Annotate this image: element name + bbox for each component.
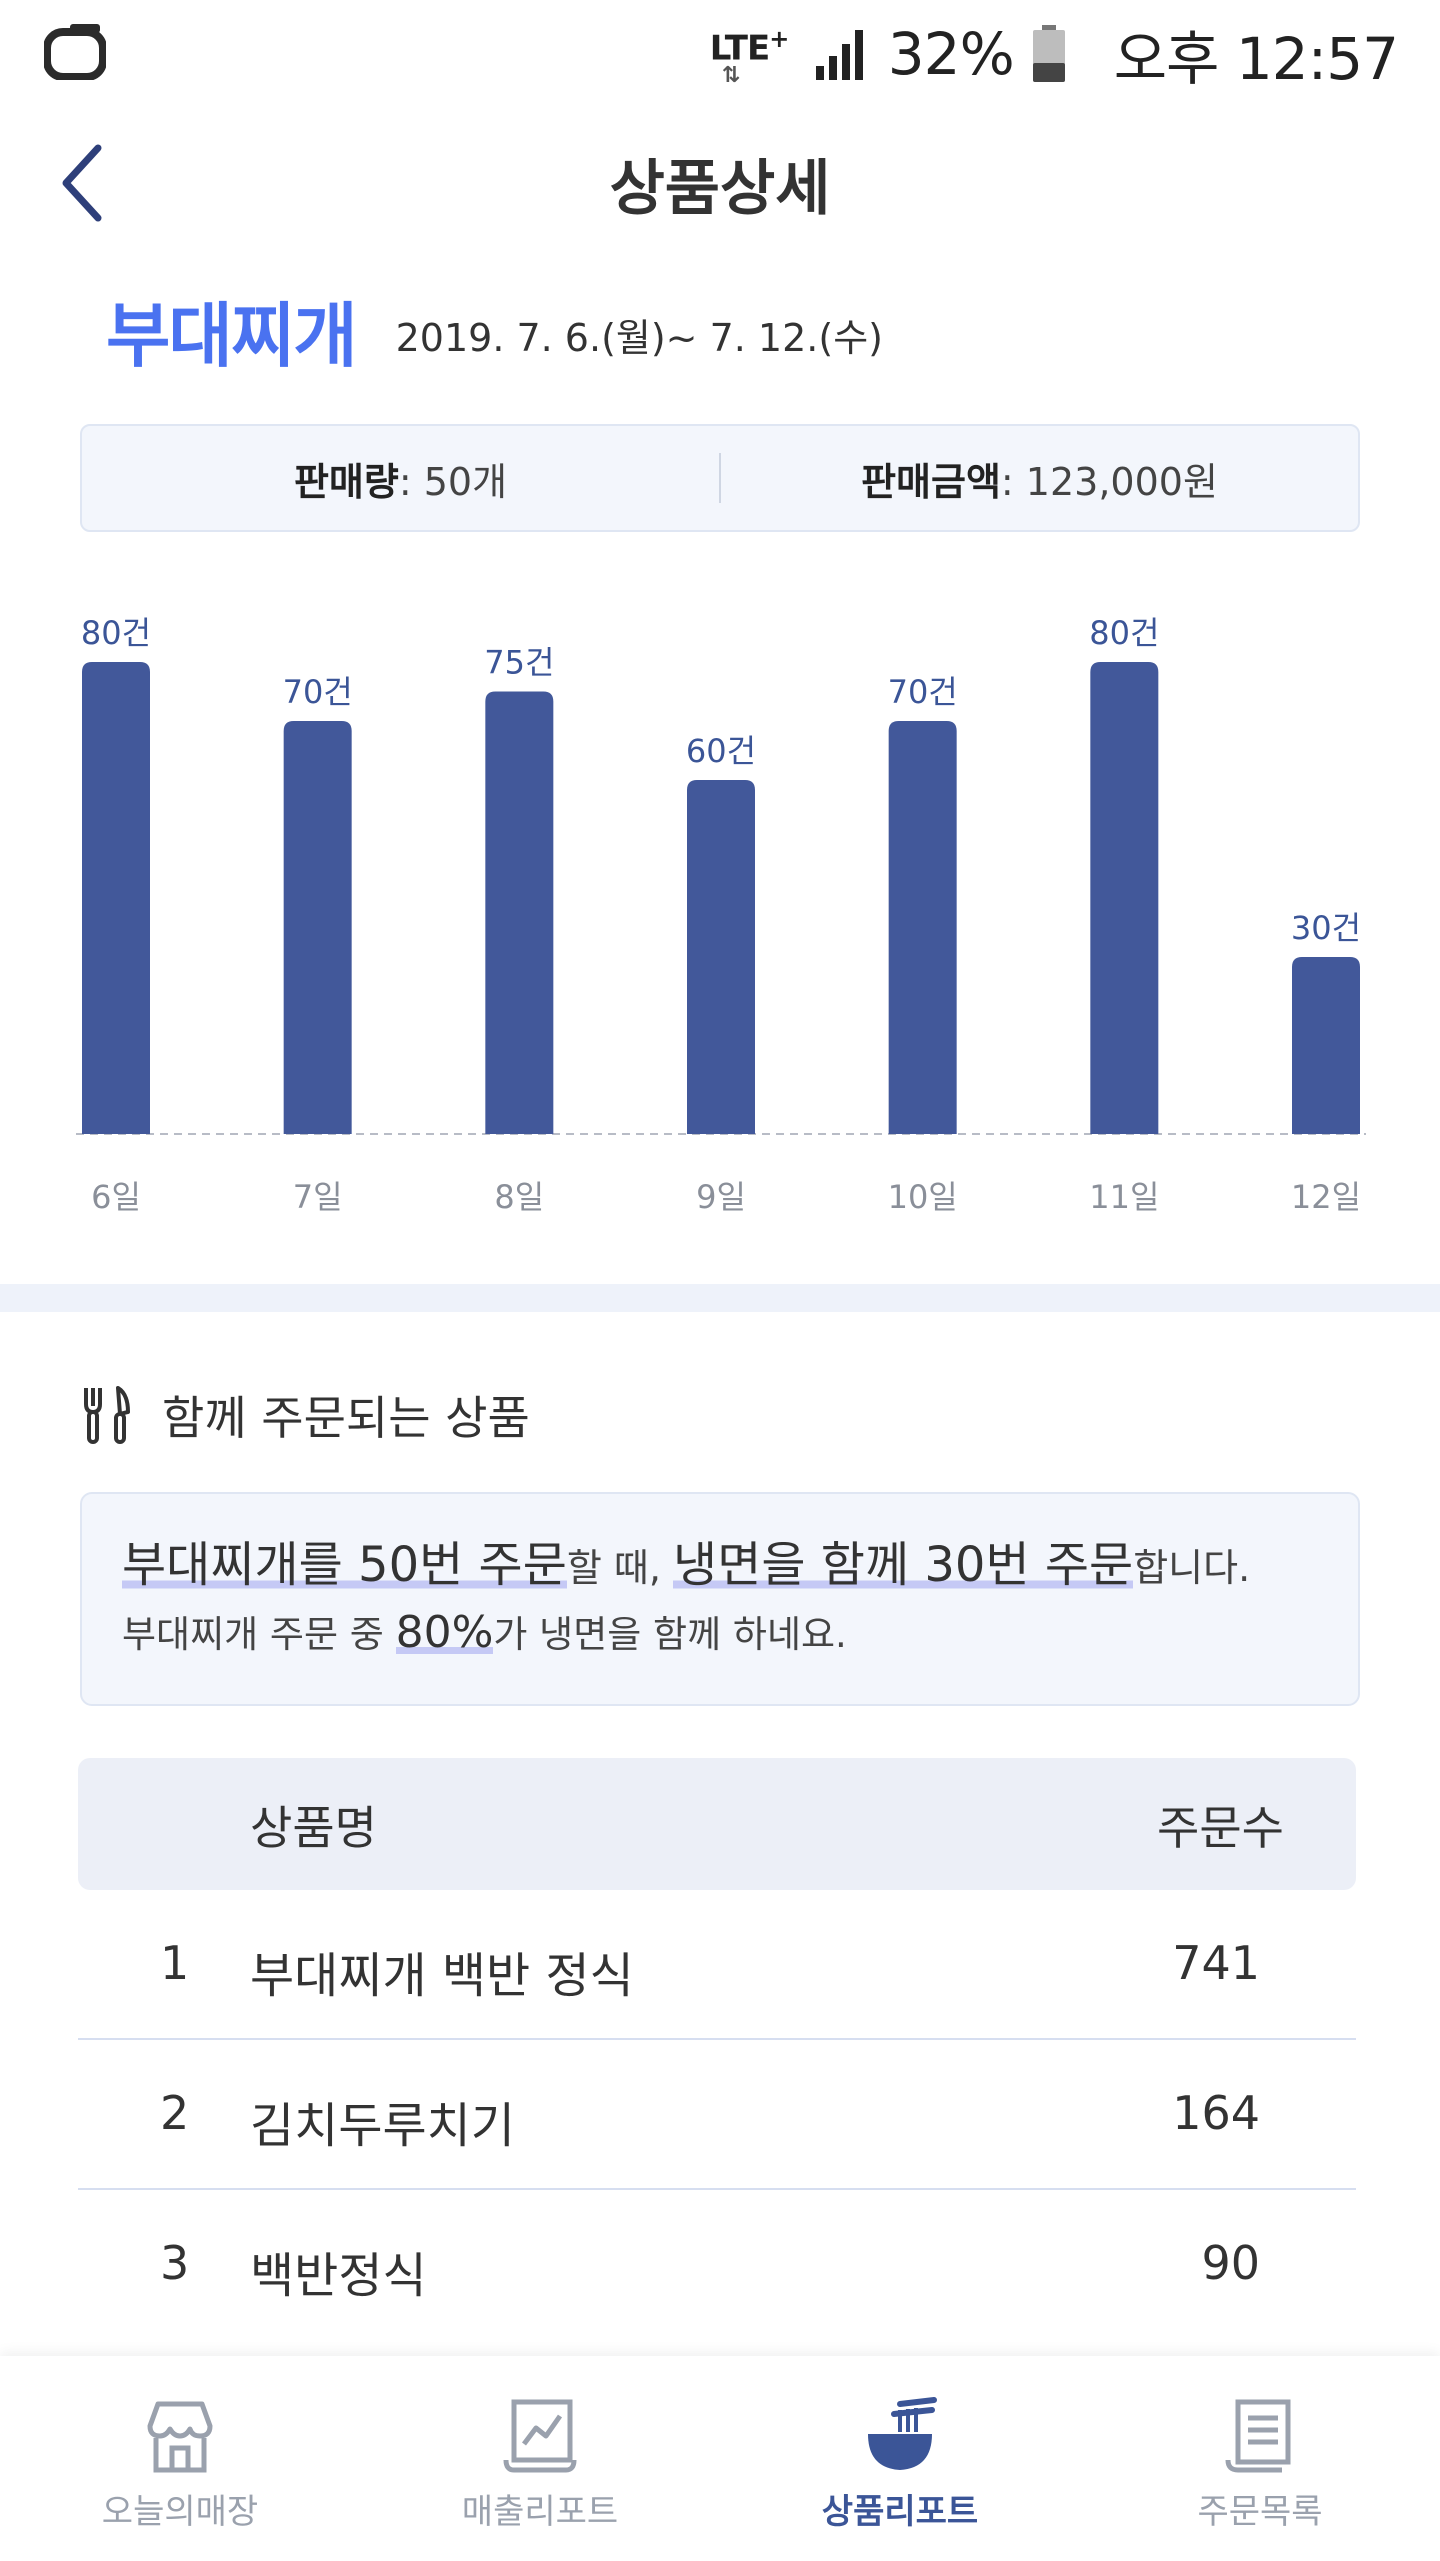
together-insight: 부대찌개를 50번 주문할 때, 냉면을 함께 30번 주문합니다. 부대찌개 … [80,1492,1360,1706]
insight-line-2: 부대찌개 주문 중 80%가 냉면을 함께 하네요. [122,1603,1318,1665]
sales-amount-value: : 123,000원 [1000,459,1218,504]
table-row[interactable]: 3 백반정식 90 [78,2190,1356,2340]
chart-data-label: 60건 [686,732,756,770]
utensils-icon [84,1386,130,1444]
chart-x-tick-label: 7일 [293,1178,343,1216]
chart-bar[interactable] [687,780,755,1134]
chart-bar[interactable] [888,721,957,1134]
store-icon [147,2401,213,2473]
table-header: 상품명 주문수 [78,1758,1356,1890]
chart-bar[interactable] [82,662,150,1134]
battery-percent: 32% [887,20,1015,88]
chart-x-tick-label: 9일 [696,1178,746,1216]
date-range[interactable]: 2019. 7. 6.(월)~ 7. 12.(수) [395,315,883,360]
signal-icon [815,30,863,80]
chart-bar[interactable] [1292,957,1360,1134]
noodle-bowl-icon [868,2397,937,2470]
summary-divider [719,453,721,503]
sales-summary: 판매량: 50개 판매금액: 123,000원 [80,424,1360,532]
chart-x-tick-label: 12일 [1291,1178,1361,1216]
insight-percent: 80% [395,1607,494,1658]
network-indicator: LTE+ ⇅ [709,25,790,88]
data-arrows-icon: ⇅ [721,63,741,88]
row-product-name: 백반정식 [250,2248,427,2304]
row-product-name: 부대찌개 백반 정식 [250,1948,634,2004]
chart-data-label: 80건 [81,614,151,652]
chart-data-label: 30건 [1291,909,1361,947]
chart-data-label: 75건 [484,644,554,682]
product-title-row: 부대찌개 2019. 7. 6.(월)~ 7. 12.(수) [106,285,883,377]
nav-sales-report[interactable]: 매출리포트 [360,2356,720,2561]
row-order-count: 741 [1172,1936,1260,1990]
table-row[interactable]: 2 김치두루치기 164 [78,2040,1356,2190]
carrier-logo-icon [44,24,106,80]
column-header-name: 상품명 [250,1801,377,1855]
sales-quantity-label: 판매량 [293,459,399,504]
back-button[interactable] [52,138,112,228]
insight-paired-highlight: 냉면을 함께 30번 주문 [673,1537,1134,1593]
page-title: 상품상세 [609,154,831,224]
sales-quantity-value: : 50개 [398,459,508,504]
receipt-icon [1225,2399,1291,2473]
chart-x-tick-label: 6일 [91,1178,141,1216]
insight-text-end: 합니다. [1133,1546,1251,1590]
chart-x-tick-label: 10일 [888,1178,958,1216]
insight-text: 할 때, [566,1546,674,1590]
nav-label: 주문목록 [1197,2492,1323,2532]
insight-line-1: 부대찌개를 50번 주문할 때, 냉면을 함께 30번 주문합니다. [122,1530,1318,1603]
bottom-navigation: 오늘의매장 매출리포트 상품리포트 주문목록 [0,2356,1440,2561]
chart-bar[interactable] [1090,662,1159,1134]
chart-data-label: 70건 [283,673,353,711]
chart-data-label: 70건 [888,673,958,711]
product-name: 부대찌개 [106,294,358,377]
nav-today-store[interactable]: 오늘의매장 [0,2356,360,2561]
row-rank: 1 [160,1936,190,1990]
nav-product-report[interactable]: 상품리포트 [720,2356,1080,2561]
row-product-name: 김치두루치기 [250,2098,515,2154]
chart-x-tick-label: 11일 [1089,1178,1159,1216]
sales-amount: 판매금액: 123,000원 [721,451,1358,506]
row-order-count: 90 [1201,2236,1260,2290]
together-title: 함께 주문되는 상품 [162,1391,530,1445]
insight-line2-text: 부대찌개 주문 중 [122,1613,396,1656]
chart-bar[interactable] [283,721,352,1134]
nav-order-list[interactable]: 주문목록 [1080,2356,1440,2561]
status-bar: LTE+ ⇅ 32% 오후 12:57 [0,0,1440,110]
table-row[interactable]: 1 부대찌개 백반 정식 741 [78,1890,1356,2040]
nav-label: 매출리포트 [461,2492,619,2532]
nav-label: 상품리포트 [821,2492,979,2532]
clock: 오후 12:57 [1113,25,1399,93]
row-rank: 2 [160,2086,190,2140]
sales-quantity: 판매량: 50개 [82,451,719,506]
daily-sales-bar-chart: 80건 6일 70건 7일 75건 8일 60건 9일 70건 10일 80건 11일 30건 12일 [76,614,1366,1216]
chart-report-icon [503,2399,577,2473]
insight-line2-end: 가 냉면을 함께 하네요. [493,1613,847,1656]
row-order-count: 164 [1172,2086,1260,2140]
sales-amount-label: 판매금액 [861,459,1001,504]
section-divider [0,1284,1440,1312]
nav-label: 오늘의매장 [101,2492,259,2532]
chart-bar[interactable] [485,691,554,1135]
battery-icon [1032,25,1065,82]
chart-x-tick-label: 8일 [494,1178,544,1216]
chart-data-label: 80건 [1089,614,1159,652]
insight-main-highlight: 부대찌개를 50번 주문 [122,1537,567,1593]
app-header: 상품상세 [0,110,1440,250]
column-header-count: 주문수 [1157,1801,1284,1855]
row-rank: 3 [160,2236,190,2290]
together-heading: 함께 주문되는 상품 [80,1380,530,1450]
